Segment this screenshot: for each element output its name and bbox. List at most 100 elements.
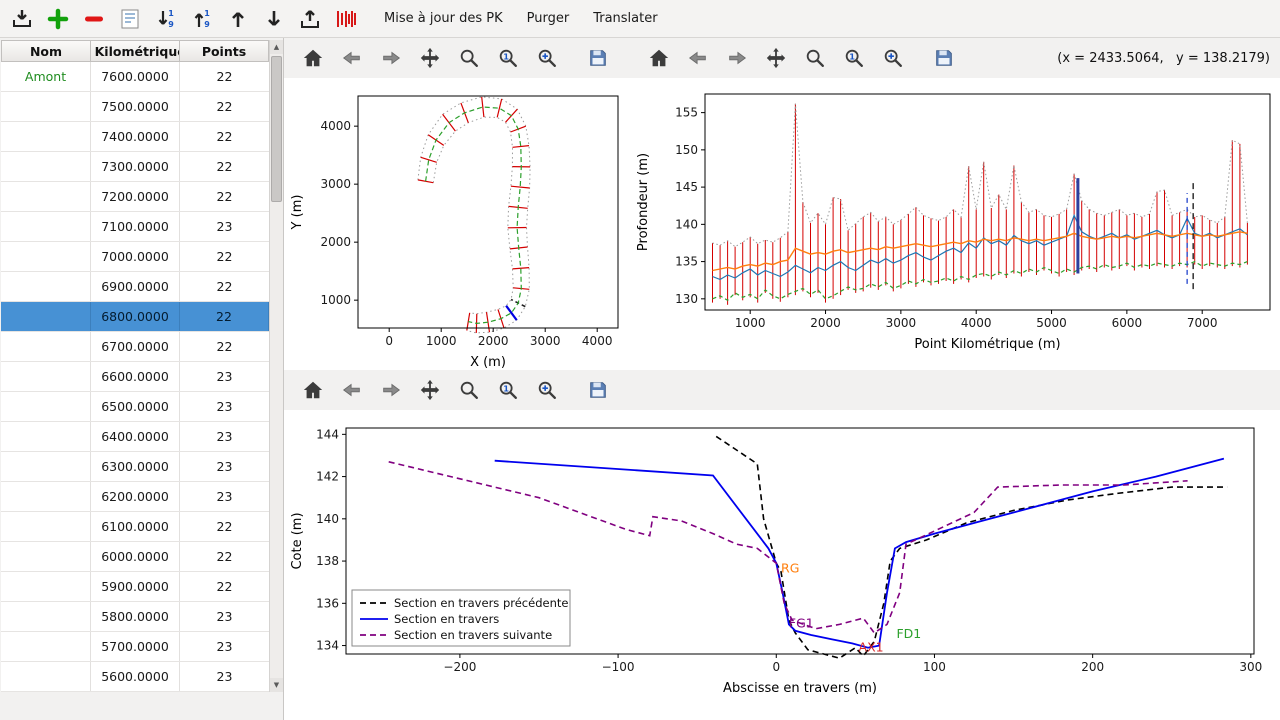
- cell-nom: [1, 542, 91, 571]
- cell-nom: [1, 332, 91, 361]
- column-header-points[interactable]: Points: [180, 40, 269, 62]
- table-row[interactable]: 7500.0000 22: [1, 92, 269, 122]
- axis-ticks: 0 1000 2000 3000 4000 1000 2000 3000 4000: [320, 119, 612, 348]
- svg-text:1: 1: [849, 51, 855, 61]
- cross-section-canvas[interactable]: RG FG1 AX1 FD1 −200 −100 0 100 200 300 134 136 138 14…: [284, 410, 1280, 720]
- pk-marks-icon: [337, 10, 356, 27]
- table-row[interactable]: 5700.0000 23: [1, 632, 269, 662]
- table-row[interactable]: 7000.0000 22: [1, 242, 269, 272]
- axis-ticks: −200 −100 0 100 200 300 134 136 138 140 142 144: [316, 427, 1262, 674]
- save-icon: [590, 382, 606, 398]
- zoom-one-button[interactable]: 1: [495, 377, 521, 403]
- pk-marks-button[interactable]: [332, 5, 360, 33]
- x-axis-label: X (m): [470, 355, 506, 370]
- scroll-down-button[interactable]: ▼: [270, 678, 283, 692]
- pan-button[interactable]: [417, 45, 443, 71]
- table-row[interactable]: 6000.0000 22: [1, 542, 269, 572]
- zoom-one-button[interactable]: 1: [495, 45, 521, 71]
- zoom-plus-icon: [538, 381, 556, 399]
- forward-button[interactable]: [724, 45, 750, 71]
- plan-view-canvas[interactable]: 0 1000 2000 3000 4000 1000 2000 3000 4000 X (m) Y …: [284, 78, 630, 370]
- longitudinal-profile-canvas[interactable]: 1000 2000 3000 4000 5000 6000 7000 130 135 140 145…: [630, 78, 1280, 370]
- pan-button[interactable]: [417, 377, 443, 403]
- zoom-icon: [460, 49, 478, 67]
- zoom-rect-button[interactable]: [802, 45, 828, 71]
- column-header-pk[interactable]: t Kilométrique: [91, 40, 180, 62]
- table-row[interactable]: 6200.0000 23: [1, 482, 269, 512]
- table-row[interactable]: 7100.0000 23: [1, 212, 269, 242]
- back-button[interactable]: [339, 45, 365, 71]
- table-row[interactable]: 6300.0000 23: [1, 452, 269, 482]
- save-figure-button[interactable]: [585, 45, 611, 71]
- cell-nom: [1, 152, 91, 181]
- table-row[interactable]: 6800.0000 22: [1, 302, 269, 332]
- table-row[interactable]: 7200.0000 22: [1, 182, 269, 212]
- home-icon: [649, 49, 669, 67]
- zoom-one-icon: 1: [845, 49, 863, 67]
- zoom-plus-button[interactable]: [534, 377, 560, 403]
- column-header-nom[interactable]: Nom: [1, 40, 91, 62]
- cell-pts: 23: [216, 369, 233, 384]
- home-button[interactable]: [300, 377, 326, 403]
- table-row[interactable]: 6700.0000 22: [1, 332, 269, 362]
- home-button[interactable]: [300, 45, 326, 71]
- zoom-plus-button[interactable]: [534, 45, 560, 71]
- zoom-rect-button[interactable]: [456, 45, 482, 71]
- profile-toolbar: 1 (x = 2433.5064, y = 138.2179): [630, 38, 1280, 78]
- cell-nom: [1, 452, 91, 481]
- move-down-icon: [268, 10, 280, 26]
- table-row[interactable]: 7400.0000 22: [1, 122, 269, 152]
- edit-section-button[interactable]: [116, 5, 144, 33]
- table-row[interactable]: 6600.0000 23: [1, 362, 269, 392]
- export-sections-button[interactable]: [296, 5, 324, 33]
- move-down-button[interactable]: [260, 5, 288, 33]
- scroll-up-button[interactable]: ▲: [270, 40, 283, 54]
- svg-text:1: 1: [503, 383, 509, 393]
- cell-pk: 7600.0000: [91, 62, 180, 91]
- svg-text:1: 1: [204, 9, 210, 18]
- cell-nom: [1, 572, 91, 601]
- table-row[interactable]: 5900.0000 22: [1, 572, 269, 602]
- save-figure-button[interactable]: [585, 377, 611, 403]
- zoom-one-button[interactable]: 1: [841, 45, 867, 71]
- axes-frame: [345, 427, 1255, 655]
- table-row[interactable]: 5600.0000 23: [1, 662, 269, 692]
- cursor-coordinates: (x = 2433.5064, y = 138.2179): [1057, 50, 1270, 66]
- cell-pk: 6700.0000: [91, 332, 180, 361]
- update-pk-button[interactable]: Mise à jour des PK: [384, 11, 503, 26]
- table-row[interactable]: 6900.0000 22: [1, 272, 269, 302]
- translate-button[interactable]: Translater: [593, 11, 658, 26]
- cell-pk: 5900.0000: [91, 572, 180, 601]
- table-row[interactable]: 6100.0000 22: [1, 512, 269, 542]
- table-row[interactable]: Amont 7600.0000 22: [1, 62, 269, 92]
- scrollbar-thumb[interactable]: [271, 56, 282, 202]
- move-up-button[interactable]: [224, 5, 252, 33]
- axis-ticks: 1000 2000 3000 4000 5000 6000 7000 130 135 140 145…: [675, 106, 1217, 330]
- forward-button[interactable]: [378, 45, 404, 71]
- table-row[interactable]: 6500.0000 23: [1, 392, 269, 422]
- back-button[interactable]: [685, 45, 711, 71]
- home-button[interactable]: [646, 45, 672, 71]
- table-row[interactable]: 6400.0000 23: [1, 422, 269, 452]
- remove-section-button[interactable]: [80, 5, 108, 33]
- zoom-rect-button[interactable]: [456, 377, 482, 403]
- plot-series: [417, 96, 531, 334]
- pan-button[interactable]: [763, 45, 789, 71]
- back-button[interactable]: [339, 377, 365, 403]
- svg-text:1000: 1000: [735, 316, 766, 330]
- cell-pk: 6400.0000: [91, 422, 180, 451]
- cell-nom: [1, 422, 91, 451]
- table-row[interactable]: 7300.0000 22: [1, 152, 269, 182]
- back-arrow-icon: [688, 51, 706, 65]
- forward-button[interactable]: [378, 377, 404, 403]
- import-sections-button[interactable]: [8, 5, 36, 33]
- add-section-button[interactable]: [44, 5, 72, 33]
- table-row[interactable]: 5800.0000 23: [1, 602, 269, 632]
- cell-pk: 6300.0000: [91, 452, 180, 481]
- cell-pts: 23: [216, 669, 233, 684]
- zoom-plus-button[interactable]: [880, 45, 906, 71]
- purge-button[interactable]: Purger: [526, 11, 570, 26]
- save-figure-button[interactable]: [931, 45, 957, 71]
